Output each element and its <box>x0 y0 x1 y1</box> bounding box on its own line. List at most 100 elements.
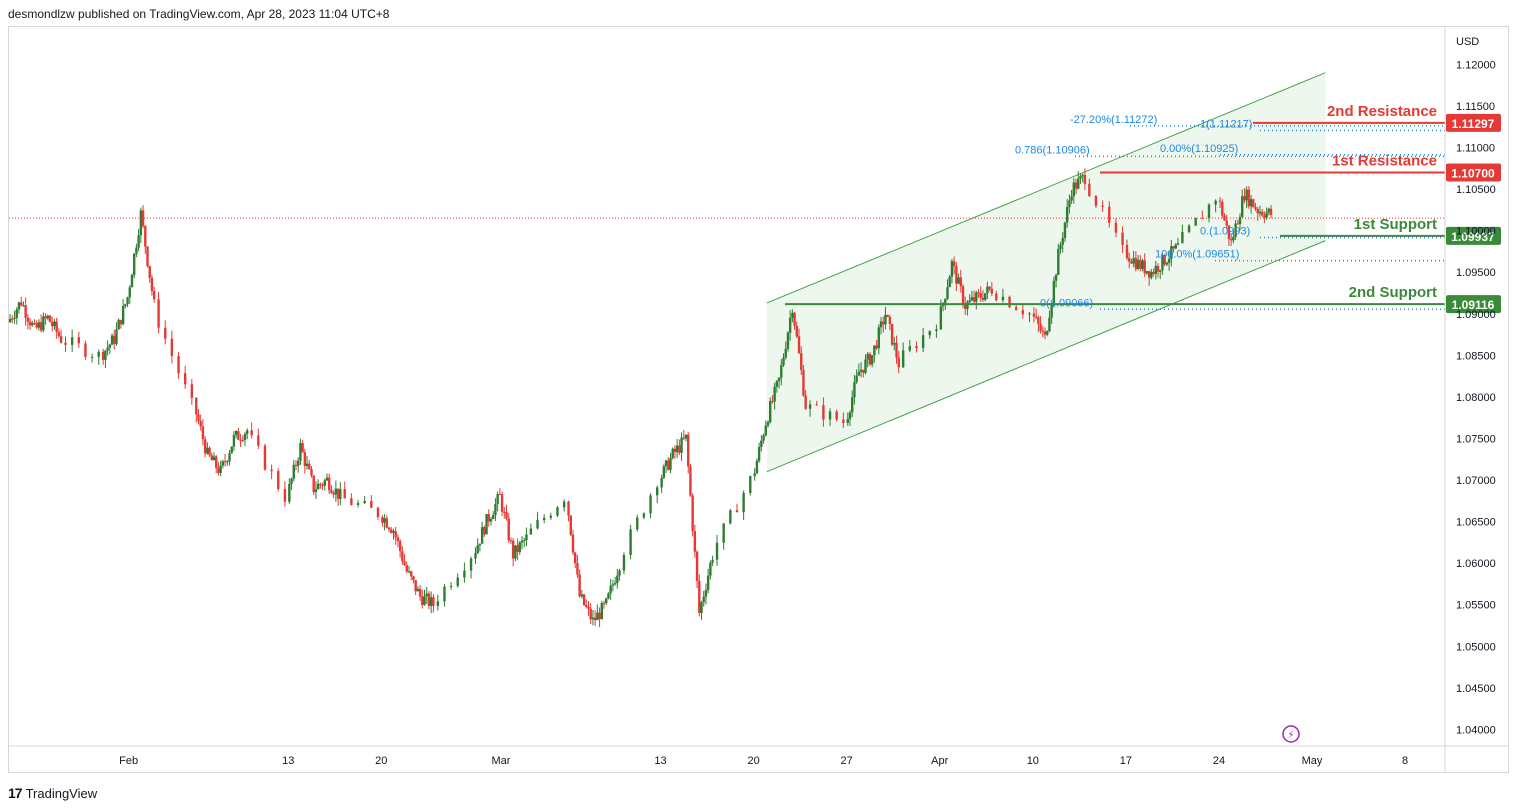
candle-body <box>48 315 52 323</box>
candle-body <box>24 305 27 318</box>
candle-body <box>150 277 154 292</box>
candle-body <box>1041 330 1044 332</box>
candle-body <box>133 253 136 275</box>
candle-body <box>567 501 570 516</box>
candle-body <box>771 401 774 403</box>
candle-body <box>520 540 524 543</box>
candle-body <box>529 528 533 535</box>
candle-body <box>1068 200 1071 208</box>
candle-body <box>1225 220 1228 226</box>
y-tick-label: 1.09500 <box>1456 267 1496 279</box>
candle-body <box>711 559 714 563</box>
candle-body <box>1001 296 1005 301</box>
candle-body <box>882 321 885 325</box>
candle-body <box>968 300 971 303</box>
candle-body <box>449 585 453 587</box>
candle-body <box>1256 208 1259 214</box>
candle-body <box>762 435 765 441</box>
candle-body <box>983 293 987 300</box>
candle-body <box>1223 215 1226 221</box>
candle-body <box>1070 196 1073 201</box>
candle-body <box>418 588 422 597</box>
candle-body <box>421 596 424 605</box>
fib-label: 0.786(1.10906) <box>1015 144 1090 156</box>
candle-body <box>456 577 459 586</box>
candle-body <box>769 401 772 422</box>
candle-body <box>257 435 260 446</box>
level-price-badge <box>1446 113 1501 132</box>
candle-body <box>1241 196 1244 217</box>
candle-body <box>197 414 200 422</box>
candle-body <box>1037 317 1040 324</box>
candle-body <box>766 421 770 426</box>
tradingview-logo-text: TradingView <box>25 785 98 801</box>
candle-body <box>842 419 845 423</box>
candle-body <box>1187 225 1191 232</box>
candle-body <box>485 514 488 535</box>
candle-body <box>957 277 960 284</box>
candle-body <box>130 274 134 288</box>
candle-body <box>301 443 304 453</box>
candle-body <box>505 512 508 519</box>
candle-body <box>1039 323 1042 331</box>
y-tick-label: 1.08000 <box>1456 392 1496 404</box>
candle-body <box>243 433 247 440</box>
candle-body <box>177 355 180 374</box>
candle-body <box>857 371 861 376</box>
candle-body <box>394 531 397 538</box>
candle-body <box>1077 178 1080 189</box>
candle-body <box>234 431 238 435</box>
x-tick-label: Apr <box>931 755 948 767</box>
candle-body <box>542 517 546 521</box>
candle-body <box>704 589 708 597</box>
fib-layer: -27.20%(1.11272) 1(1.11217) 0.00%(1.10925)… <box>1015 114 1445 311</box>
candle-body <box>981 297 985 300</box>
candle-body <box>618 570 621 576</box>
candle-body <box>35 323 38 328</box>
footer-brand[interactable]: 17 TradingView <box>8 784 97 802</box>
candle-body <box>556 507 559 516</box>
candle-body <box>250 430 253 436</box>
candle-body <box>804 395 807 409</box>
candle-body <box>972 297 976 302</box>
candle-body <box>1083 175 1087 184</box>
fib-label: -27.20%(1.11272) <box>1070 114 1157 126</box>
candle-body <box>1167 258 1171 263</box>
level-price-label: 1.09116 <box>1452 298 1495 312</box>
candle-body <box>152 291 156 300</box>
x-tick-label: 24 <box>1213 755 1225 767</box>
candle-body <box>815 404 818 406</box>
x-tick-label: Feb <box>119 755 138 767</box>
candle-body <box>210 455 213 461</box>
candle-body <box>915 346 918 349</box>
candle-body <box>239 439 242 441</box>
candle-body <box>591 617 595 620</box>
candle-body <box>655 487 659 496</box>
candle-body <box>1079 176 1082 179</box>
candle-body <box>117 319 120 330</box>
x-tick-label: 20 <box>375 755 387 767</box>
candle-body <box>660 478 663 488</box>
y-tick-label: 1.11000 <box>1456 143 1495 155</box>
candle-body <box>578 574 581 597</box>
candle-body <box>516 545 519 553</box>
candle-body <box>203 439 207 454</box>
candle-body <box>760 440 763 447</box>
candle-body <box>1021 310 1025 315</box>
candle-body <box>979 293 982 298</box>
candle-body <box>11 318 14 320</box>
candle-body <box>514 545 517 559</box>
chart-frame[interactable] <box>8 26 1509 773</box>
candle-body <box>877 327 880 349</box>
x-tick-label: 13 <box>654 755 666 767</box>
candle-body <box>1050 302 1053 318</box>
candle-body <box>429 597 433 606</box>
candle-body <box>144 226 147 247</box>
candle-body <box>270 469 273 472</box>
candle-body <box>948 276 951 288</box>
currency-label: USD <box>1456 36 1479 48</box>
candle-body <box>443 586 446 602</box>
candle-body <box>121 306 125 325</box>
candle-body <box>1172 246 1175 249</box>
